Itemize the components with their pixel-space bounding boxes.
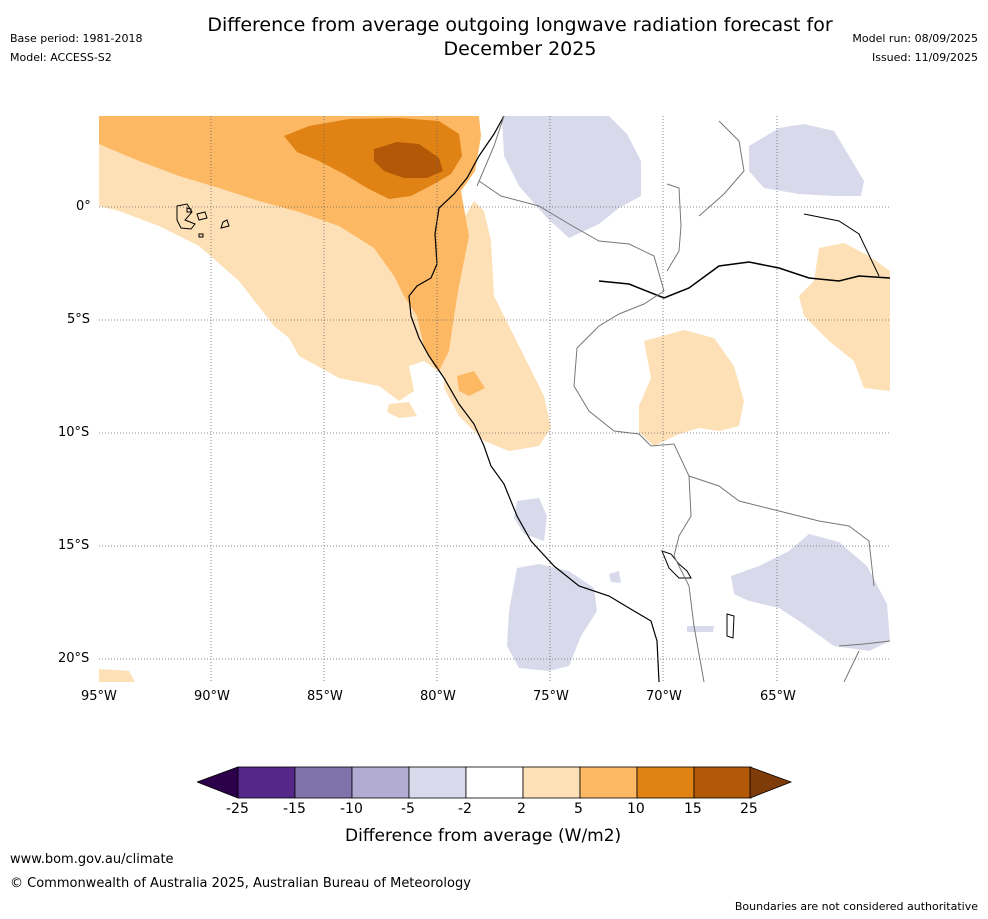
lake-south (726, 613, 735, 639)
colorbar-segment (693, 766, 752, 799)
anomaly-region-15-25 (374, 142, 443, 178)
lat-label-15s: 15°S (58, 538, 90, 553)
lake-titicaca (661, 550, 692, 579)
colorbar-segment (351, 766, 410, 799)
copyright-notice: © Commonwealth of Australia 2025, Austra… (10, 876, 471, 891)
colorbar-label-neg5: -5 (401, 801, 415, 817)
colorbar-label-neg25: -25 (226, 801, 249, 817)
colorbar-label-neg10: -10 (340, 801, 363, 817)
anomaly-region-neg-islet (609, 571, 621, 583)
lon-label-85w: 85°W (307, 689, 343, 704)
colorbar-segment (465, 766, 524, 799)
graticule (99, 116, 890, 682)
anomaly-region-neg-strip (687, 626, 714, 632)
colorbar-label-2: 2 (517, 801, 526, 817)
colorbar-label-15: 15 (684, 801, 702, 817)
model-label: Model: ACCESS-S2 (10, 51, 112, 64)
lon-label-75w: 75°W (533, 689, 569, 704)
title-line-1: Difference from average outgoing longwav… (207, 14, 833, 36)
colorbar-label-25: 25 (740, 801, 758, 817)
bom-url-link[interactable]: www.bom.gov.au/climate (10, 852, 174, 867)
colorbar-segment (579, 766, 638, 799)
anomaly-region-5-10-islet (457, 371, 485, 396)
northern-river (803, 213, 880, 277)
anomaly-region-neg-ecuador (502, 116, 641, 238)
colorbar-label-10: 10 (627, 801, 645, 817)
lon-label-95w: 95°W (81, 689, 117, 704)
colorbar-segment (237, 766, 296, 799)
anomaly-region-10-15 (284, 118, 462, 199)
lat-label-5s: 5°S (67, 312, 91, 327)
issued-label: Issued: 11/09/2025 (871, 51, 978, 64)
colorbar-label-neg15: -15 (283, 801, 306, 817)
anomaly-region-2-5-brazil (799, 243, 890, 391)
colorbar-label-5: 5 (574, 801, 583, 817)
colorbar-extend-high (749, 766, 793, 799)
boundaries-disclaimer: Boundaries are not considered authoritat… (734, 900, 978, 913)
amazon-river (598, 261, 890, 299)
anomaly-region-neg-coast (514, 498, 547, 541)
anomaly-region-neg-venezuela (749, 124, 864, 196)
lon-label-70w: 70°W (646, 689, 682, 704)
colorbar-segment (522, 766, 581, 799)
title-line-2: December 2025 (443, 38, 597, 60)
colorbar-extend-low (197, 766, 239, 799)
anomaly-map (99, 116, 890, 682)
anomaly-region-2-5-bolivia (639, 330, 744, 446)
colorbar-title: Difference from average (W/m2) (345, 826, 622, 846)
colorbar-label-neg2: -2 (458, 801, 472, 817)
colorbar-segments (237, 766, 752, 799)
lon-label-65w: 65°W (760, 689, 796, 704)
anomaly-region-2-5-islet (387, 402, 417, 418)
country-borders (476, 116, 890, 682)
colorbar (197, 766, 793, 799)
anomaly-region-neg-argentina (731, 534, 890, 651)
lon-label-90w: 90°W (194, 689, 230, 704)
map-title: Difference from average outgoing longwav… (150, 13, 890, 61)
colorbar-segment (636, 766, 695, 799)
anomaly-region-neg-chile (507, 564, 597, 671)
colorbar-segment (408, 766, 467, 799)
anomaly-region-2-5-south-west (99, 669, 135, 682)
colorbar-segment (294, 766, 353, 799)
lat-label-10s: 10°S (58, 425, 90, 440)
base-period-label: Base period: 1981-2018 (10, 32, 143, 45)
galapagos-islands (176, 203, 230, 238)
lat-label-20s: 20°S (58, 651, 90, 666)
lat-label-0: 0° (76, 199, 91, 214)
lon-label-80w: 80°W (420, 689, 456, 704)
model-run-label: Model run: 08/09/2025 (852, 32, 978, 45)
coastline (408, 116, 660, 682)
